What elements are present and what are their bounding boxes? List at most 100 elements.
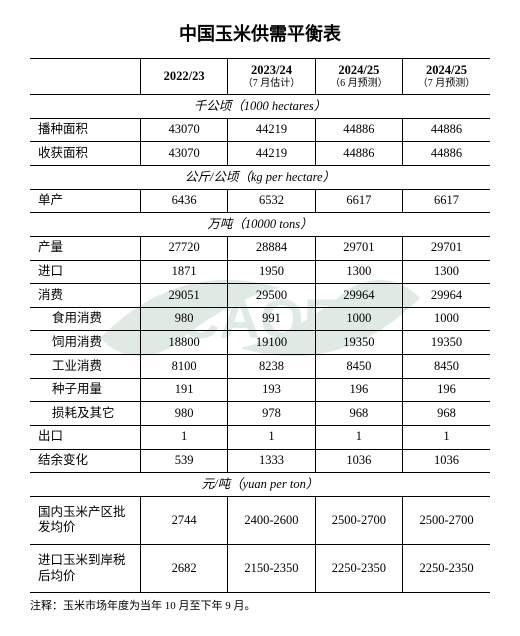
cell: 2682 (140, 545, 227, 593)
table-row: 国内玉米产区批发均价27442400-26002500-27002500-270… (30, 496, 490, 544)
cell: 1300 (403, 260, 490, 284)
cell: 1871 (140, 260, 227, 284)
cell: 1300 (315, 260, 402, 284)
cell: 2250-2350 (403, 545, 490, 593)
col-blank (30, 59, 140, 95)
row-label: 出口 (30, 425, 140, 449)
cell: 193 (228, 378, 315, 402)
table-row: 饲用消费18800191001935019350 (30, 331, 490, 355)
section-yield: 公斤/公顷（kg per hectare） (30, 166, 490, 190)
cell: 2250-2350 (315, 545, 402, 593)
cell: 28884 (228, 236, 315, 260)
cell: 6617 (315, 189, 402, 213)
balance-table: 2022/23 2023/24 （7 月估计） 2024/25 （6 月预测） … (30, 58, 490, 593)
cell: 539 (140, 449, 227, 473)
col-2-year: 2023/24 (251, 63, 292, 77)
cell: 978 (228, 402, 315, 426)
cell: 43070 (140, 118, 227, 142)
row-label: 种子用量 (30, 378, 140, 402)
cell: 2400-2600 (228, 496, 315, 544)
table-row: 出口1111 (30, 425, 490, 449)
cell: 1 (403, 425, 490, 449)
cell: 44886 (403, 118, 490, 142)
table-row: 种子用量191193196196 (30, 378, 490, 402)
cell: 29701 (315, 236, 402, 260)
row-label: 进口玉米到岸税后均价 (30, 545, 140, 593)
cell: 6436 (140, 189, 227, 213)
cell: 19350 (403, 331, 490, 355)
col-4: 2024/25 （7 月预测） (403, 59, 490, 95)
cell: 44886 (315, 142, 402, 166)
cell: 29051 (140, 284, 227, 308)
table-row: 进口玉米到岸税后均价26822150-23502250-23502250-235… (30, 545, 490, 593)
cell: 991 (228, 307, 315, 331)
row-label: 收获面积 (30, 142, 140, 166)
table-row: 工业消费8100823884508450 (30, 355, 490, 379)
cell: 1333 (228, 449, 315, 473)
table-row: 结余变化539133310361036 (30, 449, 490, 473)
cell: 6532 (228, 189, 315, 213)
cell: 980 (140, 307, 227, 331)
cell: 6617 (403, 189, 490, 213)
row-label: 进口 (30, 260, 140, 284)
section-price: 元/吨（yuan per ton） (30, 473, 490, 497)
col-3: 2024/25 （6 月预测） (315, 59, 402, 95)
col-1: 2022/23 (140, 59, 227, 95)
cell: 2500-2700 (403, 496, 490, 544)
cell: 2744 (140, 496, 227, 544)
cell: 44886 (315, 118, 402, 142)
cell: 1 (228, 425, 315, 449)
section-area: 千公顷（1000 hectares） (30, 95, 490, 119)
col-3-year: 2024/25 (338, 63, 379, 77)
cell: 29500 (228, 284, 315, 308)
cell: 8450 (315, 355, 402, 379)
table-row: 进口1871195013001300 (30, 260, 490, 284)
cell: 196 (403, 378, 490, 402)
cell: 29964 (315, 284, 402, 308)
cell: 8100 (140, 355, 227, 379)
cell: 44219 (228, 118, 315, 142)
cell: 191 (140, 378, 227, 402)
cell: 18800 (140, 331, 227, 355)
cell: 44219 (228, 142, 315, 166)
col-4-year: 2024/25 (426, 63, 467, 77)
cell: 1 (315, 425, 402, 449)
footnote: 注释：玉米市场年度为当年 10 月至下年 9 月。 (30, 597, 490, 613)
cell: 196 (315, 378, 402, 402)
cell: 27720 (140, 236, 227, 260)
cell: 2150-2350 (228, 545, 315, 593)
row-label: 结余变化 (30, 449, 140, 473)
table-row: 产量27720288842970129701 (30, 236, 490, 260)
col-2: 2023/24 （7 月估计） (228, 59, 315, 95)
row-label: 饲用消费 (30, 331, 140, 355)
row-label: 播种面积 (30, 118, 140, 142)
cell: 1000 (315, 307, 402, 331)
row-label: 单产 (30, 189, 140, 213)
row-label: 产量 (30, 236, 140, 260)
cell: 8238 (228, 355, 315, 379)
cell: 19100 (228, 331, 315, 355)
cell: 968 (315, 402, 402, 426)
table-row: 损耗及其它980978968968 (30, 402, 490, 426)
table-row: 播种面积43070442194488644886 (30, 118, 490, 142)
col-3-sub: （6 月预测） (320, 78, 398, 91)
row-label: 消费 (30, 284, 140, 308)
page-title: 中国玉米供需平衡表 (30, 20, 490, 46)
row-label: 工业消费 (30, 355, 140, 379)
table-row: 消费29051295002996429964 (30, 284, 490, 308)
section-tons: 万吨（10000 tons） (30, 213, 490, 237)
cell: 29701 (403, 236, 490, 260)
col-2-sub: （7 月估计） (232, 78, 310, 91)
cell: 19350 (315, 331, 402, 355)
row-label: 食用消费 (30, 307, 140, 331)
table-row: 收获面积43070442194488644886 (30, 142, 490, 166)
cell: 44886 (403, 142, 490, 166)
table-row: 食用消费98099110001000 (30, 307, 490, 331)
cell: 29964 (403, 284, 490, 308)
row-label: 国内玉米产区批发均价 (30, 496, 140, 544)
cell: 8450 (403, 355, 490, 379)
cell: 968 (403, 402, 490, 426)
header-row: 2022/23 2023/24 （7 月估计） 2024/25 （6 月预测） … (30, 59, 490, 95)
cell: 43070 (140, 142, 227, 166)
table-row: 单产6436653266176617 (30, 189, 490, 213)
